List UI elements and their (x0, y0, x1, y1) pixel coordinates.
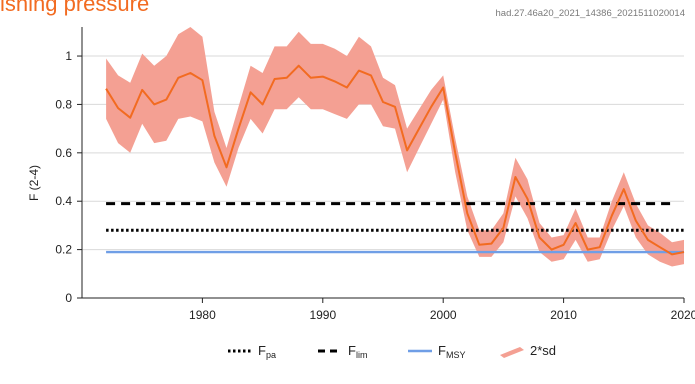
sd-band (106, 27, 685, 267)
y-tick-label-0.8: 0.8 (55, 97, 72, 111)
legend: Fpa Flim FMSY 2*sd (228, 343, 556, 360)
axes: 0 0.2 0.4 0.6 0.8 1 1980 1990 2000 2010 2020 (55, 27, 695, 322)
x-tick-label-2020: 2020 (671, 308, 695, 322)
legend-label-fmsy: FMSY (438, 343, 465, 360)
legend-label-band: 2*sd (530, 343, 556, 358)
y-axis-label: F (2-4) (27, 165, 41, 201)
y-tick-label-0.2: 0.2 (55, 243, 72, 257)
x-tick-label-1980: 1980 (189, 308, 216, 322)
y-tick-label-0.4: 0.4 (55, 194, 72, 208)
legend-sub-flim: lim (356, 350, 368, 360)
x-tick-label-2010: 2010 (550, 308, 577, 322)
legend-sub-fmsy: MSY (446, 350, 466, 360)
y-tick-label-0: 0 (65, 291, 72, 305)
legend-label-fpa: Fpa (258, 343, 276, 360)
legend-sub-fpa: pa (266, 350, 276, 360)
reference-lines (106, 202, 684, 254)
y-tick-label-1: 1 (65, 49, 72, 63)
f-estimate-line (105, 64, 685, 256)
x-tick-label-1990: 1990 (309, 308, 336, 322)
legend-label-flim: Flim (348, 343, 367, 360)
assessment-code: had.27.46a20_2021_14386_2021511020014 (495, 8, 686, 19)
y-tick-label-0.6: 0.6 (55, 146, 72, 160)
legend-swatch-band (500, 347, 524, 358)
chart-title: ishing pressure (0, 0, 150, 16)
x-tick-label-2000: 2000 (430, 308, 457, 322)
